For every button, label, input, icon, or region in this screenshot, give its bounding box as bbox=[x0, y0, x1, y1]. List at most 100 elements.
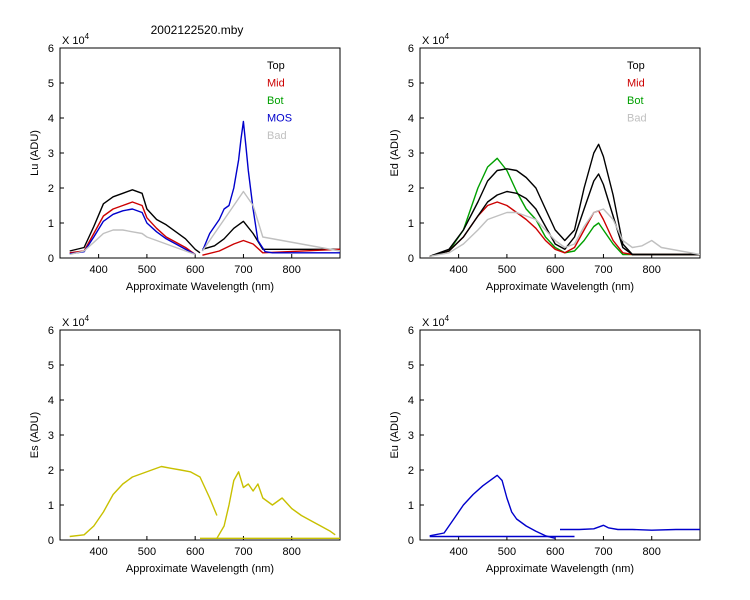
ed-series-bot bbox=[429, 157, 700, 257]
ed-plot-frame bbox=[419, 47, 701, 259]
lu-plot-frame bbox=[59, 47, 341, 259]
lu-series-mid bbox=[202, 239, 340, 256]
ed-y-tick-label: 6 bbox=[408, 43, 414, 55]
es-y-tick-label: 0 bbox=[48, 535, 54, 547]
figure-title: 2002122520.mby bbox=[151, 23, 244, 37]
lu-y-tick-label: 4 bbox=[48, 113, 54, 125]
eu-y-tick-label: 0 bbox=[408, 535, 414, 547]
eu-y-tick-label: 4 bbox=[408, 395, 414, 407]
es-series-es bbox=[69, 465, 218, 538]
eu-panel: 400 500 600 700 800 0 1 2 3 4 5 6 X 104 Approximate W… bbox=[389, 314, 701, 575]
eu-series-eu bbox=[429, 474, 556, 539]
ed-y-tick-label: 4 bbox=[408, 113, 414, 125]
lu-y-tick-label: 6 bbox=[48, 43, 54, 55]
lu-panel: 400 500 600 700 800 0 1 2 3 4 5 6 X 104 Approximate W… bbox=[29, 32, 341, 293]
eu-plot-frame bbox=[419, 329, 701, 541]
lu-series-group bbox=[69, 120, 340, 256]
lu-legend-bot: Bot bbox=[267, 95, 284, 107]
lu-series-bad bbox=[69, 229, 196, 256]
es-y-tick-label: 1 bbox=[48, 500, 54, 512]
ed-y-axis-label: Ed (ADU) bbox=[389, 129, 401, 176]
ed-x-tick-label: 400 bbox=[449, 264, 467, 276]
lu-x-axis-label: Approximate Wavelength (nm) bbox=[126, 281, 274, 293]
lu-y-tick-label: 2 bbox=[48, 183, 54, 195]
es-x-tick-label: 400 bbox=[89, 546, 107, 558]
lu-series-mid bbox=[69, 201, 196, 256]
es-y-tick-label: 2 bbox=[48, 465, 54, 477]
eu-y-tick-label: 3 bbox=[408, 430, 414, 442]
es-series-es bbox=[216, 471, 336, 539]
ed-x-tick-label: 800 bbox=[643, 264, 661, 276]
lu-legend-mos: MOS bbox=[267, 113, 292, 125]
eu-series-eu bbox=[560, 524, 700, 531]
es-y-tick-label: 4 bbox=[48, 395, 54, 407]
lu-legend-top: Top bbox=[267, 60, 285, 72]
ed-series-group bbox=[429, 143, 700, 257]
ed-legend-bot: Bot bbox=[627, 95, 644, 107]
lu-series-top bbox=[202, 220, 340, 251]
ed-y-tick-label: 1 bbox=[408, 218, 414, 230]
ed-x-tick-label: 500 bbox=[498, 264, 516, 276]
lu-x-tick-label: 600 bbox=[186, 264, 204, 276]
es-panel: 400 500 600 700 800 0 1 2 3 4 5 6 X 104 Approximate W… bbox=[29, 314, 341, 575]
ed-y-exponent-power: 4 bbox=[445, 32, 450, 41]
eu-y-tick-label: 1 bbox=[408, 500, 414, 512]
lu-x-tick-label: 400 bbox=[89, 264, 107, 276]
ed-panel: 400 500 600 700 800 0 1 2 3 4 5 6 X 104 Approximate W… bbox=[389, 32, 701, 293]
ed-series-bad bbox=[429, 208, 700, 257]
ed-x-tick-label: 600 bbox=[546, 264, 564, 276]
ed-y-tick-label: 3 bbox=[408, 148, 414, 160]
lu-y-tick-label: 5 bbox=[48, 78, 54, 90]
ed-series-mid bbox=[429, 201, 700, 257]
eu-x-tick-label: 400 bbox=[449, 546, 467, 558]
ed-series-top bbox=[429, 143, 700, 257]
ed-legend-top: Top bbox=[627, 60, 645, 72]
es-x-tick-label: 500 bbox=[138, 546, 156, 558]
eu-x-tick-label: 600 bbox=[546, 546, 564, 558]
es-y-exponent: X 104 bbox=[62, 314, 90, 329]
ed-y-exponent: X 104 bbox=[422, 32, 450, 47]
es-y-tick-label: 3 bbox=[48, 430, 54, 442]
es-y-tick-label: 6 bbox=[48, 325, 54, 337]
eu-x-tick-label: 800 bbox=[643, 546, 661, 558]
lu-y-tick-label: 1 bbox=[48, 218, 54, 230]
lu-y-tick-label: 3 bbox=[48, 148, 54, 160]
es-series-group bbox=[69, 465, 340, 539]
eu-series-group bbox=[429, 474, 700, 539]
es-plot-frame bbox=[59, 329, 341, 541]
eu-y-tick-label: 2 bbox=[408, 465, 414, 477]
lu-series-mos bbox=[69, 208, 196, 256]
lu-legend-bad: Bad bbox=[267, 130, 287, 142]
eu-x-tick-label: 700 bbox=[594, 546, 612, 558]
ed-y-tick-label: 5 bbox=[408, 78, 414, 90]
lu-x-tick-label: 800 bbox=[283, 264, 301, 276]
lu-legend-mid: Mid bbox=[267, 78, 285, 90]
eu-y-exponent-power: 4 bbox=[445, 314, 450, 323]
lu-y-axis-label: Lu (ADU) bbox=[29, 130, 41, 176]
eu-y-tick-label: 5 bbox=[408, 360, 414, 372]
lu-series-bad bbox=[201, 190, 340, 252]
ed-legend-bad: Bad bbox=[627, 113, 647, 125]
lu-y-tick-label: 0 bbox=[48, 253, 54, 265]
lu-x-tick-label: 700 bbox=[234, 264, 252, 276]
es-x-tick-label: 800 bbox=[283, 546, 301, 558]
lu-x-tick-label: 500 bbox=[138, 264, 156, 276]
eu-y-axis-label: Eu (ADU) bbox=[389, 411, 401, 458]
eu-y-tick-label: 6 bbox=[408, 325, 414, 337]
ed-y-tick-label: 0 bbox=[408, 253, 414, 265]
eu-y-exponent: X 104 bbox=[422, 314, 450, 329]
ed-legend-mid: Mid bbox=[627, 78, 645, 90]
ed-y-tick-label: 2 bbox=[408, 183, 414, 195]
ed-x-axis-label: Approximate Wavelength (nm) bbox=[486, 281, 634, 293]
eu-x-axis-label: Approximate Wavelength (nm) bbox=[486, 563, 634, 575]
es-x-tick-label: 700 bbox=[234, 546, 252, 558]
es-y-exponent-power: 4 bbox=[85, 314, 90, 323]
ed-x-tick-label: 700 bbox=[594, 264, 612, 276]
es-x-axis-label: Approximate Wavelength (nm) bbox=[126, 563, 274, 575]
ed-series-top bbox=[429, 173, 700, 257]
lu-y-exponent-power: 4 bbox=[85, 32, 90, 41]
lu-series-top bbox=[69, 189, 201, 254]
eu-x-tick-label: 500 bbox=[498, 546, 516, 558]
